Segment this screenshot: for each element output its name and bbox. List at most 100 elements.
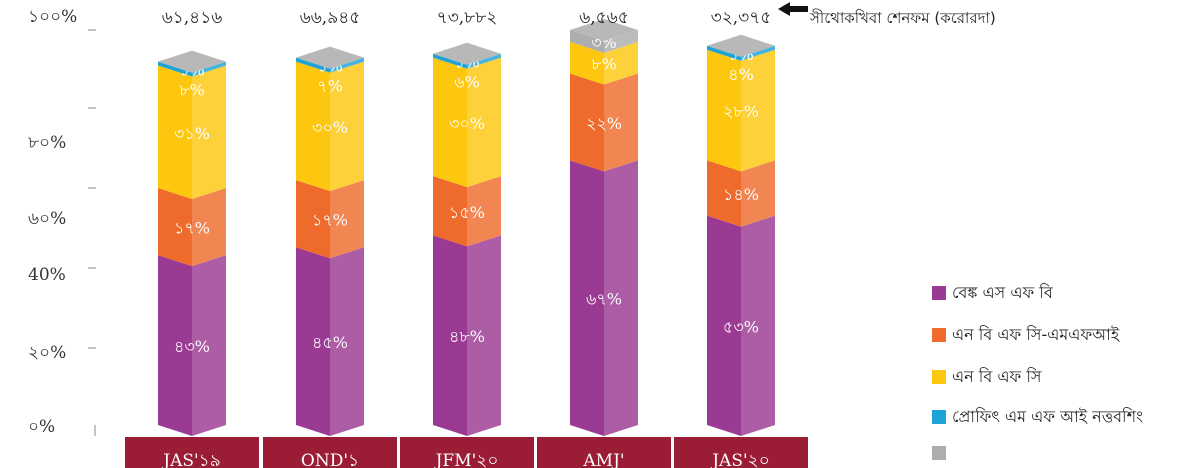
legend-swatch bbox=[932, 370, 946, 384]
bar-segment-side bbox=[330, 247, 364, 436]
category-box: JAS'২০ bbox=[674, 437, 808, 468]
legend-item: এন বি এফ সি-এমএফআই bbox=[932, 325, 1120, 344]
legend-swatch bbox=[932, 446, 946, 460]
data-label: ৮% bbox=[179, 81, 205, 100]
category-label: JAS'১৯ bbox=[161, 451, 220, 468]
bar-segment bbox=[158, 61, 192, 77]
legend-item: এন বি এফ সি bbox=[932, 367, 1042, 386]
bar-segment bbox=[433, 235, 467, 436]
bar-top-cap bbox=[570, 19, 638, 41]
bar-top-cap bbox=[158, 50, 226, 73]
legend-label: প্রোফিৎ এম এফ আই নত্তবশিং bbox=[952, 407, 1143, 426]
y-tick-label: ০% bbox=[28, 417, 55, 437]
data-label: ৩১% bbox=[174, 124, 210, 143]
bar-segment bbox=[296, 180, 330, 259]
bar-segment-side bbox=[330, 57, 364, 73]
category-box-bg bbox=[400, 437, 534, 468]
category-box-bg bbox=[263, 437, 397, 468]
legend-swatch bbox=[932, 410, 946, 424]
legend-label: এন বি এফ সি-এমএফআই bbox=[952, 325, 1120, 344]
category-box-bg bbox=[674, 437, 808, 468]
stacked-bar: ৬৭%২২%৮%৩% bbox=[570, 19, 638, 436]
total-label: ৭৩,৮৮২ bbox=[437, 8, 498, 28]
data-label: ৩০% bbox=[449, 114, 485, 133]
legend-item: প্রোফিৎ এম এফ আই নত্তবশিং bbox=[932, 407, 1143, 426]
bar-segment-side bbox=[467, 53, 501, 69]
category-label: JAS'২০ bbox=[710, 451, 770, 468]
bar-segment-side bbox=[192, 65, 226, 199]
category-box: JAS'১৯ bbox=[125, 437, 259, 468]
bars: ৪৩%১৭%৩১%১%৮%৪৫%১৭%৩০%১%৭%৪৮%১৫%৩০%১%৬%৬… bbox=[158, 19, 775, 436]
category-label: AMJ' bbox=[582, 451, 624, 468]
data-label: ৪৮% bbox=[449, 327, 485, 346]
data-label: ৪৫% bbox=[312, 333, 348, 352]
bar-segment bbox=[433, 57, 467, 188]
category-box-bg bbox=[537, 437, 671, 468]
bar-segment bbox=[158, 188, 192, 267]
bar-segment-side bbox=[192, 255, 226, 436]
legend-item bbox=[932, 446, 946, 460]
bar-segment-side bbox=[741, 160, 775, 227]
data-label: ৪৩% bbox=[174, 337, 210, 356]
category-box: AMJ' bbox=[537, 437, 671, 468]
bar-segment bbox=[707, 45, 741, 61]
bar-segment bbox=[296, 57, 330, 73]
data-label: ২৮% bbox=[723, 102, 759, 121]
bar-segment bbox=[570, 160, 604, 436]
annotation: সীথোকখিবা শেনফম (করোরদা) bbox=[778, 2, 996, 27]
category-box-bg bbox=[125, 437, 259, 468]
data-label: ৮% bbox=[591, 55, 617, 74]
bar-segment-side bbox=[604, 160, 638, 436]
bar-segment bbox=[433, 53, 467, 69]
bar-segment bbox=[158, 65, 192, 199]
bar-segment bbox=[707, 49, 741, 172]
left-arrow-icon bbox=[778, 2, 808, 16]
legend-item: বেঙ্ক এস এফ বি bbox=[932, 283, 1054, 302]
category-box: JFM'২০ bbox=[400, 437, 534, 468]
stacked-bar: ৫৩%১৪%২৮%১%৪% bbox=[707, 34, 775, 436]
data-label: ৪% bbox=[728, 65, 754, 84]
bar-segment-side bbox=[467, 57, 501, 188]
bar-segment-side bbox=[604, 30, 638, 53]
total-label: ৬,৫৬৫ bbox=[579, 8, 629, 28]
bar-top-cap bbox=[296, 46, 364, 69]
data-label: ৭% bbox=[317, 77, 343, 96]
bar-segment-side bbox=[330, 61, 364, 192]
bar-segment bbox=[296, 61, 330, 192]
data-label: ১৪% bbox=[723, 185, 759, 204]
total-label: ৬১,৪১৬ bbox=[162, 8, 223, 28]
y-tick-label: ২০% bbox=[28, 343, 66, 363]
stacked-bar: ৪৫%১৭%৩০%১%৭% bbox=[296, 46, 364, 436]
bar-segment-side bbox=[604, 41, 638, 85]
total-label: ৩২,৩৭৫ bbox=[711, 8, 772, 28]
y-tick-label: ১০০% bbox=[28, 7, 77, 27]
bar-top-cap bbox=[433, 42, 501, 65]
stacked-bar: ৪৩%১৭%৩১%১%৮% bbox=[158, 50, 226, 436]
y-tick-label: ৮০% bbox=[28, 133, 66, 153]
bar-segment bbox=[570, 73, 604, 172]
data-label: ১৭% bbox=[174, 219, 210, 238]
bar-segment-side bbox=[741, 215, 775, 436]
data-label: ২২% bbox=[586, 114, 622, 133]
legend-swatch bbox=[932, 286, 946, 300]
bar-segment-side bbox=[741, 49, 775, 172]
bar-segment bbox=[707, 215, 741, 436]
bar-segment bbox=[158, 255, 192, 436]
bar-segment-side bbox=[330, 180, 364, 259]
data-label: ৬৭% bbox=[586, 290, 622, 309]
y-tick-label: ৬০% bbox=[28, 209, 66, 229]
y-tick-label: 40% bbox=[28, 265, 66, 285]
bar-top-cap bbox=[707, 34, 775, 57]
total-label: ৬৬,৯৪৫ bbox=[300, 8, 361, 28]
y-axis: ০% ২০% 40% ৬০% ৮০% ১০০% bbox=[28, 7, 96, 437]
bar-segment-side bbox=[741, 45, 775, 61]
data-label: ৬% bbox=[454, 73, 480, 92]
bar-segment bbox=[296, 247, 330, 436]
legend: বেঙ্ক এস এফ বি এন বি এফ সি-এমএফআই এন বি এফ… bbox=[932, 283, 1143, 460]
data-label: ৫৩% bbox=[723, 317, 759, 336]
bar-segment-side bbox=[192, 188, 226, 267]
bar-segment bbox=[707, 160, 741, 227]
annotation-label: সীথোকখিবা শেনফম (করোরদা) bbox=[809, 9, 996, 27]
total-labels: ৬১,৪১৬ ৬৬,৯৪৫ ৭৩,৮৮২ ৬,৫৬৫ ৩২,৩৭৫ bbox=[162, 8, 772, 28]
